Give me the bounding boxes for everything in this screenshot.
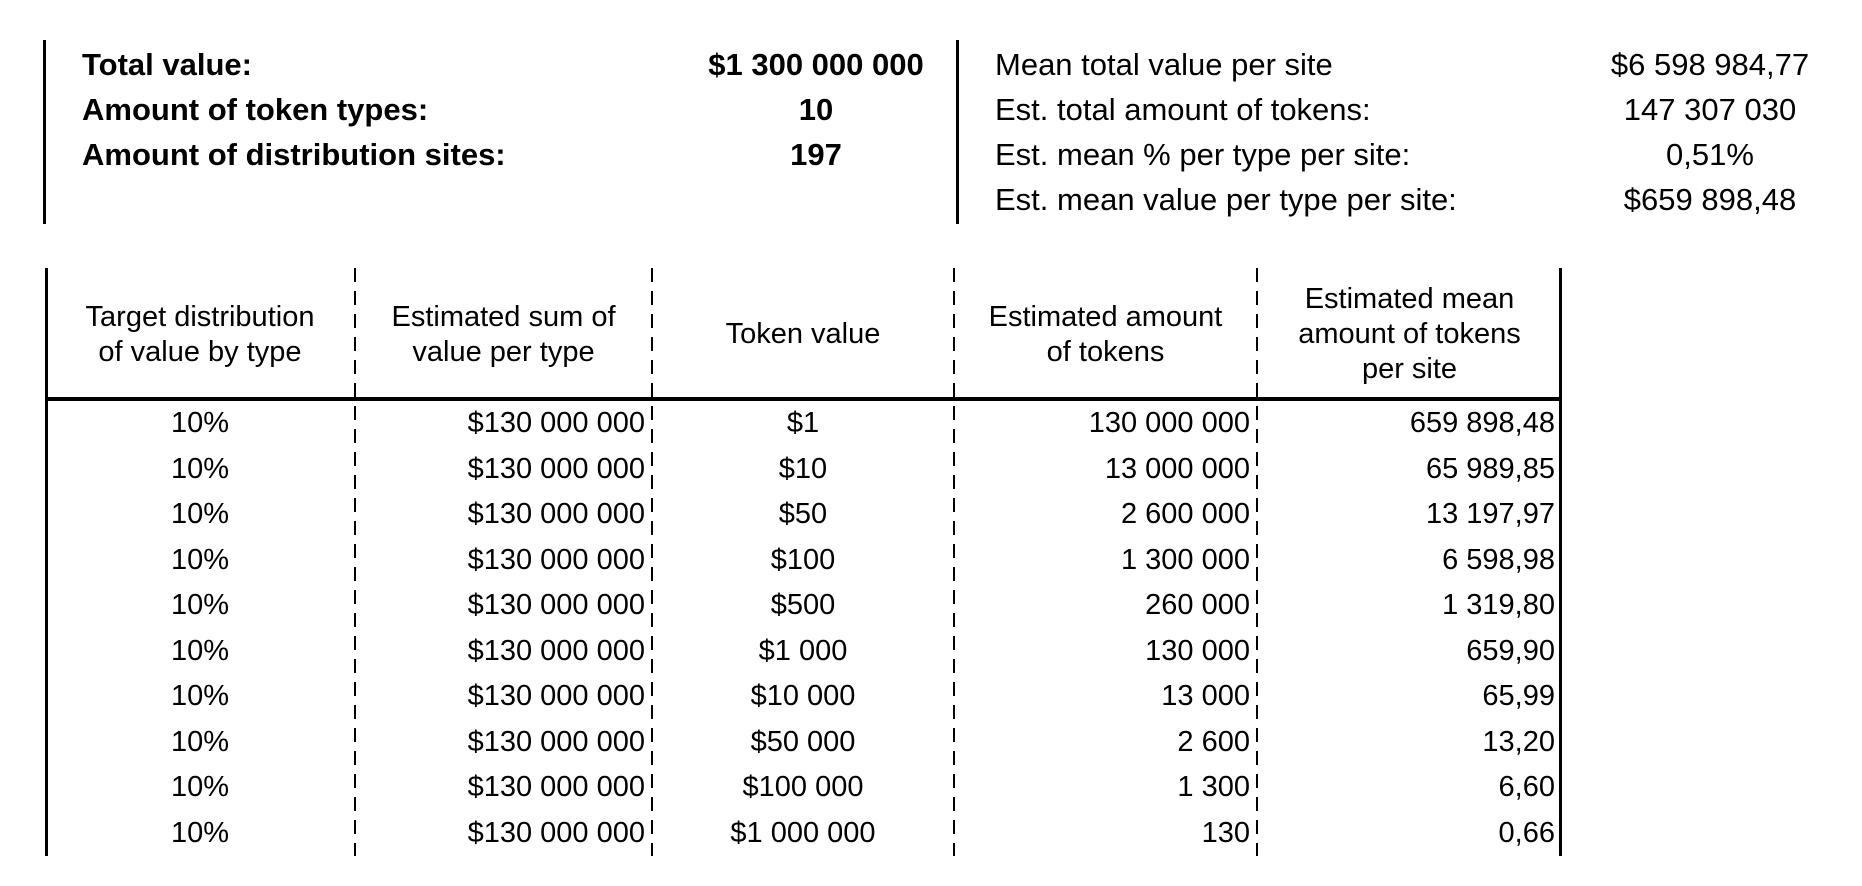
summary-divider-rule [956,40,959,224]
table-cell: 10% [170,634,230,667]
table-cell: $130 000 000 [467,634,645,667]
table-cell: $130 000 000 [467,407,645,439]
column-separator-3 [953,268,955,856]
table-cell: $130 000 000 [467,498,645,530]
table-cell: $500 [770,589,836,621]
column-separator-4 [1256,268,1258,856]
table-cell: $50 000 [750,725,856,758]
summary-label: Amount of distribution sites: [82,136,506,172]
table-cell: $130 000 000 [467,680,645,712]
table-cell: $130 000 000 [467,589,645,621]
summary-value: $1 300 000 000 [708,46,924,82]
summary-right-block: Mean total value per site $6 598 984,77 … [995,42,1862,222]
summary-left-rule [43,40,46,224]
table-header-token-value: Token value [725,318,881,350]
table-cell: 10% [170,771,230,803]
table-cell: 10% [170,725,230,758]
table-cell: $1 [786,407,820,439]
table-cell: $50 [778,498,828,530]
summary-label: Amount of token types: [82,91,429,127]
table-cell: $1 000 [758,634,848,667]
table-cell: 130 000 000 [1088,407,1250,439]
summary-row-est-total-tokens: Est. total amount of tokens: 147 307 030 [995,87,1862,132]
summary-label: Mean total value per site [995,46,1333,82]
summary-row-est-mean-pct: Est. mean % per type per site: 0,51% [995,132,1862,177]
table-header-target-distribution: Target distribution of value by type [85,300,315,368]
summary-label: Est. total amount of tokens: [995,91,1371,127]
table-cell: 130 000 [1145,634,1250,667]
table-cell: 10% [170,452,230,485]
summary-value: 10 [798,91,834,127]
table-cell: 2 600 [1177,725,1250,758]
column-separator-2 [651,268,653,856]
summary-value: 197 [790,136,842,172]
table-cell: 1 319,80 [1442,589,1555,621]
summary-label: Est. mean % per type per site: [995,136,1411,172]
summary-row-est-mean-value: Est. mean value per type per site: $659 … [995,177,1862,222]
summary-row-token-types: Amount of token types: 10 [82,87,972,132]
table-cell: $130 000 000 [467,452,645,485]
table-cell: 13 000 000 [1104,452,1250,485]
table-cell: 659 898,48 [1409,407,1555,439]
table-cell: $10 [778,452,828,485]
table-header-underline [45,397,1562,401]
table-cell: $130 000 000 [467,771,645,803]
table-cell: $1 000 000 [730,816,876,849]
table-right-border [1559,268,1562,856]
table-cell: 659,90 [1466,634,1555,667]
summary-value: 0,51% [1666,136,1754,172]
table-cell: 10% [170,407,230,439]
summary-value: $6 598 984,77 [1610,46,1810,82]
table-cell: 65,99 [1482,680,1555,712]
table-cell: $130 000 000 [467,816,645,849]
table-header-estimated-amount: Estimated amount of tokens [988,300,1223,368]
table-header-estimated-mean: Estimated mean amount of tokens per site [1298,283,1521,385]
table-left-border [45,268,48,856]
table-cell: 13,20 [1482,725,1555,758]
table-cell: 10% [170,543,230,576]
summary-left-block: Total value: $1 300 000 000 Amount of to… [82,42,972,177]
table-cell: 1 300 [1177,771,1250,803]
table-cell: 1 300 000 [1120,543,1250,576]
summary-label: Total value: [82,46,252,82]
table-header-estimated-sum: Estimated sum of value per type [391,300,616,368]
table-cell: $100 [770,543,836,576]
table-cell: 10% [170,589,230,621]
table-cell: $100 000 [742,771,864,803]
distribution-table-grid: Target distribution of value by type Est… [45,268,1562,856]
table-cell: 6,60 [1498,771,1555,803]
distribution-table: Target distribution of value by type Est… [45,268,1562,856]
table-cell: 10% [170,498,230,530]
column-separator-1 [354,268,356,856]
summary-row-total-value: Total value: $1 300 000 000 [82,42,972,87]
summary-label: Est. mean value per type per site: [995,181,1457,217]
summary-value: 147 307 030 [1623,91,1797,127]
table-cell: $130 000 000 [467,543,645,576]
table-cell: 10% [170,680,230,712]
summary-row-mean-total-value: Mean total value per site $6 598 984,77 [995,42,1862,87]
table-cell: 13 000 [1161,680,1250,712]
table-cell: 6 598,98 [1442,543,1555,576]
table-cell: $130 000 000 [467,725,645,758]
summary-row-distribution-sites: Amount of distribution sites: 197 [82,132,972,177]
table-cell: 65 989,85 [1425,452,1555,485]
summary-value: $659 898,48 [1623,181,1797,217]
table-cell: $10 000 [750,680,856,712]
table-cell: 260 000 [1145,589,1250,621]
table-cell: 10% [170,816,230,849]
table-cell: 130 [1201,816,1250,849]
table-cell: 13 197,97 [1425,498,1555,530]
table-cell: 2 600 000 [1120,498,1250,530]
table-cell: 0,66 [1498,816,1555,849]
